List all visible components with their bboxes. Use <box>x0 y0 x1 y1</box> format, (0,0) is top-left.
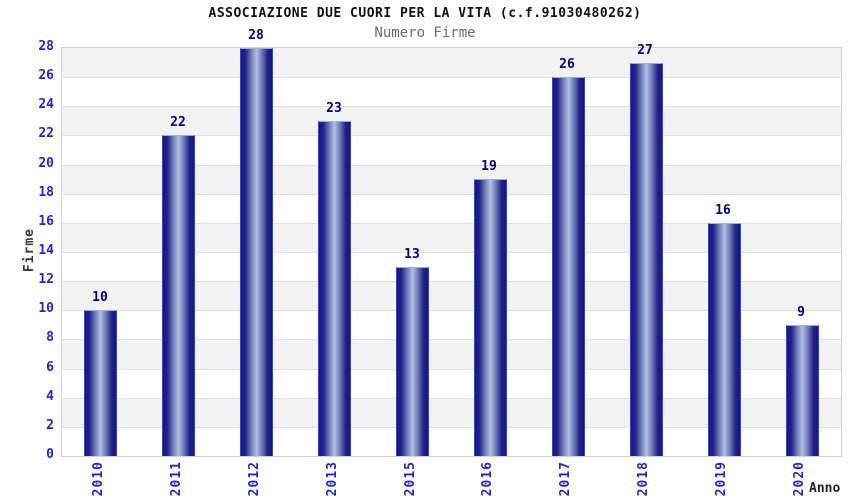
gridline <box>62 339 841 340</box>
bar-2011 <box>162 135 195 456</box>
x-tick-label: 2016 <box>480 461 495 497</box>
y-tick-label: 14 <box>38 243 54 258</box>
y-tick-label: 16 <box>38 214 54 229</box>
y-tick-label: 18 <box>38 185 54 200</box>
bar-value-label: 27 <box>637 43 653 58</box>
y-tick-label: 6 <box>46 360 54 375</box>
y-tick-label: 24 <box>38 97 54 112</box>
x-tick-label: 2018 <box>636 461 651 497</box>
plot-band <box>62 48 841 78</box>
y-tick-label: 12 <box>38 272 54 287</box>
y-tick-label: 8 <box>46 330 54 345</box>
gridline <box>62 135 841 136</box>
bar-2016 <box>474 179 507 456</box>
gridline <box>62 223 841 224</box>
plot-area <box>61 47 842 457</box>
bar-value-label: 23 <box>326 101 342 116</box>
chart-title: ASSOCIAZIONE DUE CUORI PER LA VITA (c.f.… <box>208 6 642 21</box>
bar-value-label: 19 <box>481 159 497 174</box>
x-tick-label: 2019 <box>714 461 729 497</box>
plot-band <box>62 106 841 136</box>
x-tick-label: 2010 <box>91 461 106 497</box>
gridline <box>62 427 841 428</box>
x-axis-label: Anno <box>809 481 841 496</box>
bar-value-label: 26 <box>559 57 575 72</box>
y-tick-label: 4 <box>46 389 54 404</box>
gridline <box>62 281 841 282</box>
gridline <box>62 310 841 311</box>
bar-value-label: 28 <box>248 28 264 43</box>
x-tick-label: 2017 <box>558 461 573 497</box>
bar-2012 <box>240 48 273 456</box>
x-tick-label: 2013 <box>325 461 340 497</box>
gridline <box>62 194 841 195</box>
bar-value-label: 22 <box>170 115 186 130</box>
gridline <box>62 165 841 166</box>
bar-value-label: 10 <box>92 290 108 305</box>
gridline <box>62 77 841 78</box>
x-tick-label: 2011 <box>169 461 184 497</box>
y-tick-label: 2 <box>46 418 54 433</box>
bar-2019 <box>708 223 741 456</box>
gridline <box>62 369 841 370</box>
bar-2013 <box>318 121 351 456</box>
bar-value-label: 13 <box>404 247 420 262</box>
gridline <box>62 398 841 399</box>
x-tick-label: 2012 <box>247 461 262 497</box>
bar-2015 <box>396 267 429 456</box>
y-tick-label: 0 <box>46 447 54 462</box>
bar-value-label: 9 <box>797 305 805 320</box>
y-tick-label: 10 <box>38 301 54 316</box>
bar-2018 <box>630 63 663 456</box>
bar-value-label: 16 <box>715 203 731 218</box>
y-tick-label: 28 <box>38 39 54 54</box>
plot-band <box>62 77 841 106</box>
bar-2017 <box>552 77 585 456</box>
bar-2010 <box>84 310 117 456</box>
y-tick-label: 26 <box>38 68 54 83</box>
bar-2020 <box>786 325 819 456</box>
y-tick-label: 22 <box>38 126 54 141</box>
chart-subtitle: Numero Firme <box>374 25 476 41</box>
x-tick-label: 2020 <box>792 461 807 497</box>
y-tick-label: 20 <box>38 156 54 171</box>
gridline <box>62 252 841 253</box>
gridline <box>62 106 841 107</box>
x-tick-label: 2015 <box>403 461 418 497</box>
